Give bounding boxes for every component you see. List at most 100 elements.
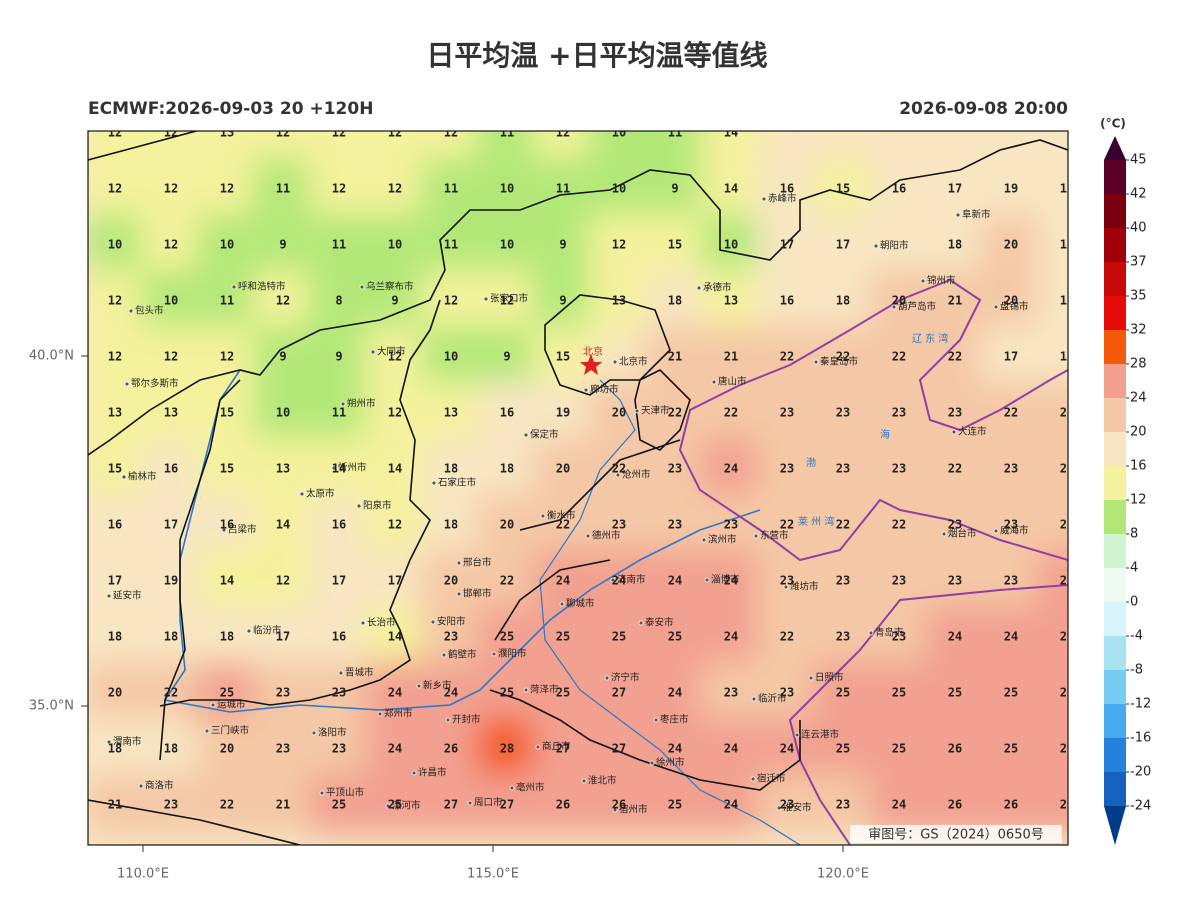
temperature-value: 22 [948,350,962,364]
temperature-value: 24 [1060,574,1074,588]
temperature-cell [925,270,985,330]
temperature-value: 24 [780,742,794,756]
temperature-value: 23 [836,798,850,812]
temperature-cell [533,270,593,330]
city-dot [941,531,947,537]
temperature-cell [141,774,201,834]
temperature-value: 23 [276,686,290,700]
temperature-value: 23 [668,518,682,532]
city-dot [540,513,546,519]
temperature-cell [365,606,425,666]
city-label: 北京市 [619,356,648,368]
temperature-value: 9 [503,350,510,364]
temperature-value: 12 [164,238,178,252]
city-dot [311,730,317,736]
temperature-cell [365,774,425,834]
city-label: 青岛市 [875,627,904,639]
temperature-value: 25 [668,630,682,644]
city-dot [360,620,366,626]
colorbar-label: 40 [1130,221,1147,236]
city-dot [776,805,782,811]
temperature-cell [365,662,425,722]
city-dot [585,533,591,539]
temperature-value: 23 [836,630,850,644]
city-dot [106,739,112,745]
temperature-value: 25 [1004,686,1018,700]
temperature-cell [253,270,313,330]
city-label: 淮北市 [588,775,617,787]
temperature-value: 15 [108,462,122,476]
colorbar-band [1104,160,1126,194]
temperature-cell [421,494,481,554]
sea-label: 莱 州 湾 [798,515,834,528]
temperature-cell [421,382,481,442]
temperature-value: 14 [332,462,346,476]
temperature-value: 25 [500,630,514,644]
temperature-value: 14 [388,630,402,644]
city-label: 忻州市 [338,462,367,474]
colorbar-band [1104,432,1126,466]
temperature-value: 14 [276,518,290,532]
city-dot [430,619,436,625]
temperature-value: 12 [388,182,402,196]
temperature-value: 10 [220,238,234,252]
temperature-value: 17 [332,574,346,588]
temperature-cell [88,774,145,834]
temperature-value: 12 [332,126,346,140]
colorbar-band [1104,398,1126,432]
temperature-value: 16 [780,182,794,196]
temperature-value: 19 [1060,238,1074,252]
temperature-value: 12 [388,518,402,532]
temperature-value: 23 [724,686,738,700]
temperature-value: 25 [556,686,570,700]
city-dot [509,785,515,791]
temperature-value: 23 [948,406,962,420]
city-dot [610,577,616,583]
city-dot [483,296,489,302]
temperature-value: 23 [668,462,682,476]
stamp: 审图号：GS（2024）0650号 [868,828,1044,843]
city-label: 东营市 [760,530,789,542]
temperature-value: 9 [391,294,398,308]
river [539,379,801,845]
temperature-value: 14 [220,574,234,588]
temperature-value: 17 [836,238,850,252]
colorbar-label: 8 [1130,527,1138,542]
temperature-value: 21 [948,294,962,308]
temperature-cell [309,326,369,386]
temperature-cell [309,131,369,162]
temperature-value: 15 [668,238,682,252]
city-label: 长治市 [367,617,396,629]
temperature-value: 18 [108,742,122,756]
temperature-value: 16 [332,518,346,532]
temperature-value: 23 [892,630,906,644]
city-dot [441,652,447,658]
temperature-cell [197,606,257,666]
temperature-value: 12 [164,126,178,140]
temperature-value: 23 [892,574,906,588]
temperature-value: 24 [948,630,962,644]
temperature-cell [757,158,817,218]
city-label: 邯郸市 [463,588,492,600]
temperature-cell [253,662,313,722]
sea-label: 辽 东 湾 [912,332,948,345]
city-label: 乌兰察布市 [366,281,414,293]
temperature-value: 23 [948,574,962,588]
city-dot [467,800,473,806]
colorbar-arrow [1104,136,1126,160]
temperature-value: 27 [612,742,626,756]
temperature-cell [253,158,313,218]
temperature-value: 23 [836,406,850,420]
colorbar-band [1104,636,1126,670]
temperature-value: 22 [1060,406,1074,420]
temperature-cell [589,718,649,778]
temperature-value: 18 [164,742,178,756]
temperature-cell [477,438,537,498]
temperature-value: 21 [108,798,122,812]
temperature-value: 13 [164,406,178,420]
city-label: 许昌市 [418,767,447,779]
temperature-value: 17 [388,574,402,588]
city-dot [604,675,610,681]
temperature-cell [813,662,873,722]
